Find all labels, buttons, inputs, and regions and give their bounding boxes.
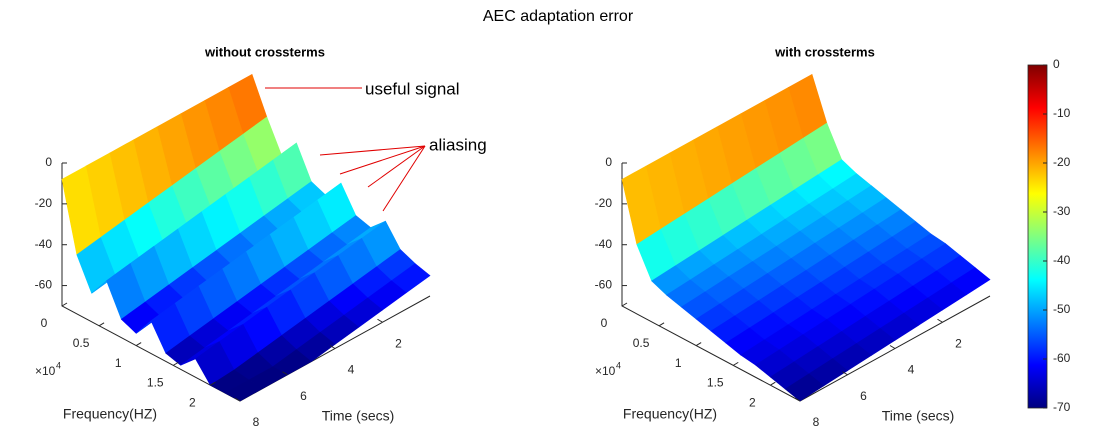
x-tick-label: 2 <box>395 336 402 350</box>
colorbar-tick-label: 0 <box>1053 57 1060 71</box>
y-tick <box>770 381 776 386</box>
x-tick-label: 4 <box>348 363 355 377</box>
y-multiplier-exponent: 4 <box>56 360 61 370</box>
y-tick-label: 1 <box>675 356 682 370</box>
x-tick <box>937 318 943 323</box>
z-tick-label: -60 <box>595 278 613 292</box>
z-tick-label: -40 <box>35 237 53 251</box>
x-tick-label: 8 <box>253 415 260 429</box>
annotation-line <box>319 145 426 156</box>
y-multiplier: ×10 <box>35 364 56 378</box>
y-tick <box>135 342 142 347</box>
y-multiplier-exponent: 4 <box>616 360 621 370</box>
colorbar-tick-label: -30 <box>1053 204 1071 218</box>
chart-title: with crossterms <box>774 44 875 59</box>
chart-title: without crossterms <box>204 44 325 59</box>
colorbar <box>1027 64 1048 409</box>
y-tick <box>658 322 665 327</box>
x-tick-label: 8 <box>813 415 820 429</box>
x-tick-label: 6 <box>860 389 867 403</box>
annotation-line <box>339 145 426 175</box>
x-tick <box>842 371 848 376</box>
y-tick <box>695 342 702 347</box>
y-tick-label: 1.5 <box>707 376 724 390</box>
y-tick-label: 2 <box>189 395 196 409</box>
x-tick-label: 6 <box>300 389 307 403</box>
x-axis-label: Time (secs) <box>322 408 395 424</box>
y-tick <box>732 361 739 366</box>
y-tick-label: 1.5 <box>147 376 164 390</box>
x-tick-label: 4 <box>908 363 915 377</box>
y-tick <box>172 361 179 366</box>
x-tick <box>282 371 288 376</box>
z-tick-label: 0 <box>605 155 612 169</box>
x-axis-label: Time (secs) <box>882 408 955 424</box>
x-tick <box>329 345 336 349</box>
colorbar-tick-label: -10 <box>1053 106 1071 120</box>
x-tick <box>234 397 241 402</box>
y-tick-label: 0 <box>601 316 608 330</box>
colorbar-tick-label: -70 <box>1053 400 1071 414</box>
figure-title: AEC adaptation error <box>483 8 634 25</box>
x-tick-label: 2 <box>955 336 962 350</box>
y-tick-label: 0 <box>41 316 48 330</box>
y-tick-label: 0.5 <box>73 336 90 350</box>
x-tick <box>794 397 801 402</box>
colorbar-tick-label: -20 <box>1053 155 1071 169</box>
z-tick-label: -20 <box>35 196 53 210</box>
y-tick <box>98 322 105 327</box>
y-axis-label: Frequency(HZ) <box>623 406 717 422</box>
colorbar-tick-label: -40 <box>1053 253 1071 267</box>
y-tick <box>210 381 216 386</box>
annotation: useful signal <box>365 79 460 98</box>
annotation-line <box>367 145 426 188</box>
y-tick-label: 1 <box>115 356 122 370</box>
z-tick-label: -60 <box>35 278 53 292</box>
annotation: aliasing <box>429 135 487 154</box>
x-tick <box>889 345 896 349</box>
y-tick <box>621 302 628 307</box>
colorbar-tick-label: -60 <box>1053 351 1071 365</box>
colorbar-tick-label: -50 <box>1053 302 1071 316</box>
y-multiplier: ×10 <box>595 364 616 378</box>
y-tick <box>61 302 68 307</box>
x-tick <box>377 318 383 323</box>
z-tick-label: -40 <box>595 237 613 251</box>
annotation-line <box>382 145 426 212</box>
y-axis-label: Frequency(HZ) <box>63 406 157 422</box>
y-tick-label: 0.5 <box>633 336 650 350</box>
y-tick-label: 2 <box>749 395 756 409</box>
z-tick-label: -20 <box>595 196 613 210</box>
z-tick-label: 0 <box>45 155 52 169</box>
